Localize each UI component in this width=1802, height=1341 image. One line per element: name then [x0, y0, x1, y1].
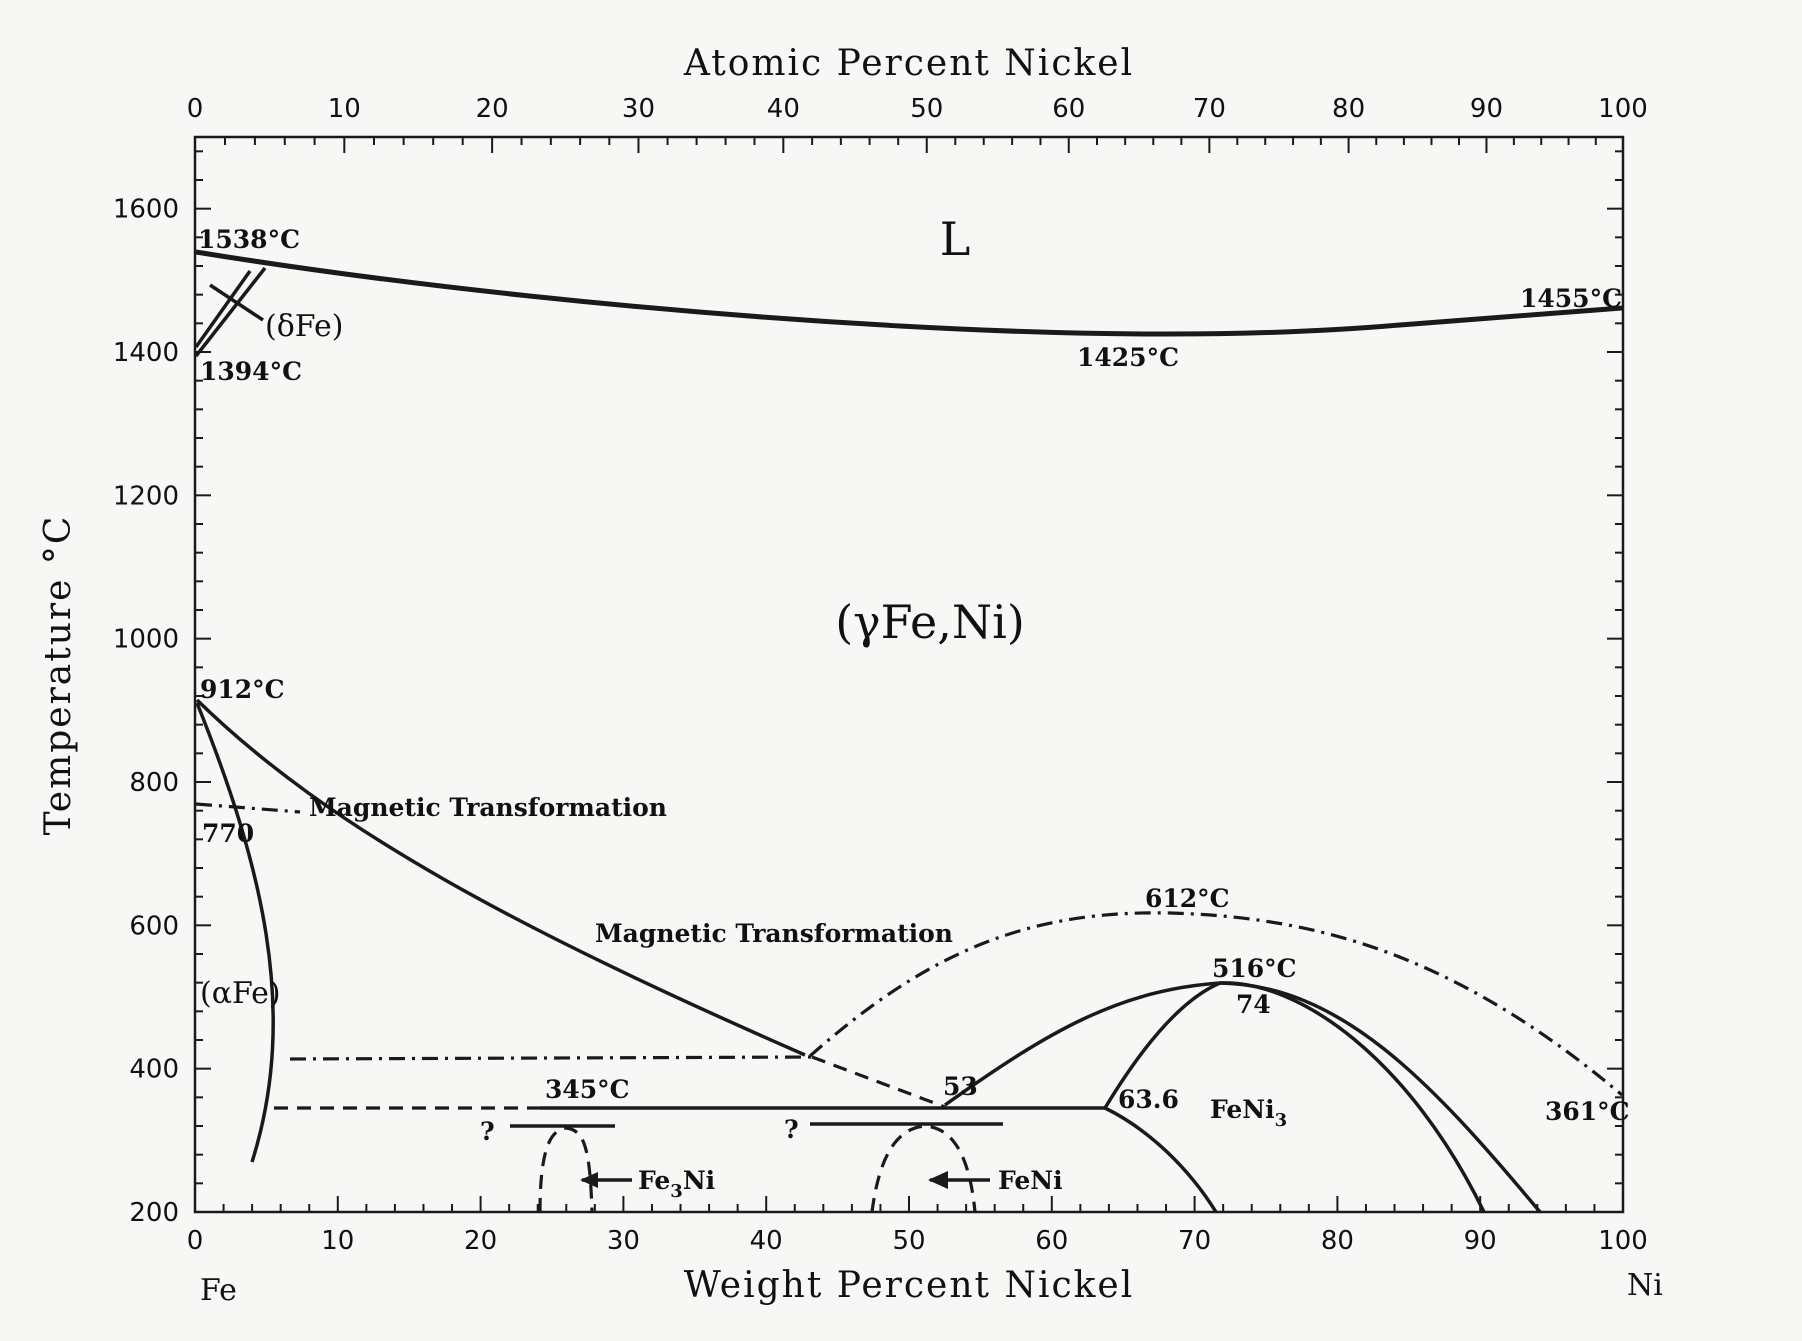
- alpha-curie-line: [289, 1055, 813, 1061]
- wt-tick-label: 50: [892, 1226, 925, 1256]
- wt-tick-label: 10: [321, 1226, 354, 1256]
- magnetic-transformation-label-1: Magnetic Transformation: [309, 793, 667, 822]
- at-tick-label: 50: [910, 94, 943, 124]
- weight-percent-title: Weight Percent Nickel: [684, 1265, 1135, 1306]
- liquidus-curve: [195, 249, 1623, 337]
- wt-tick-label: 0: [187, 1226, 204, 1256]
- fe-end-label: Fe: [200, 1273, 237, 1308]
- feni-arrowhead: [928, 1171, 948, 1189]
- label-912: 912°C: [200, 675, 285, 704]
- alpha-solvus: [195, 702, 275, 1163]
- t-tick-label: 1400: [113, 338, 179, 368]
- label-516: 516°C: [1212, 954, 1297, 983]
- wt-tick-label: 90: [1464, 1226, 1497, 1256]
- atomic-percent-title: Atomic Percent Nickel: [683, 43, 1134, 84]
- at-tick-label: 70: [1193, 94, 1226, 124]
- label-53: 53: [943, 1072, 978, 1101]
- wt-tick-label: 30: [607, 1226, 640, 1256]
- t-tick-label: 600: [129, 911, 179, 941]
- t-tick-label: 1200: [113, 481, 179, 511]
- fe3ni-dome: [538, 1126, 594, 1213]
- t-tick-label: 400: [129, 1055, 179, 1085]
- at-tick-label: 20: [476, 94, 509, 124]
- fe3ni-label: Fe3Ni: [638, 1166, 715, 1202]
- liquid-phase-label: L: [940, 212, 971, 266]
- gamma-phase-label: (γFe,Ni): [835, 595, 1025, 649]
- t-tick-label: 1000: [113, 625, 179, 655]
- t-tick-label: 800: [129, 768, 179, 798]
- at-tick-label: 60: [1052, 94, 1085, 124]
- wt-tick-label: 60: [1035, 1226, 1068, 1256]
- curie-dome: [808, 911, 1624, 1097]
- delta-phase-label: (δFe): [265, 309, 343, 344]
- wt-tick-label: 100: [1598, 1226, 1648, 1256]
- wt-tick-label: 80: [1321, 1226, 1354, 1256]
- label-1455: 1455°C: [1520, 284, 1622, 313]
- magnetic-transformation-label-2: Magnetic Transformation: [595, 919, 953, 948]
- wt-tick-label: 20: [464, 1226, 497, 1256]
- at-tick-label: 0: [187, 94, 204, 124]
- feni-label: FeNi: [998, 1166, 1063, 1195]
- alpha-phase-label: (αFe): [200, 976, 281, 1011]
- wt-tick-label: 70: [1178, 1226, 1211, 1256]
- feni3-lower-left: [1104, 1106, 1218, 1213]
- label-345: 345°C: [545, 1075, 630, 1104]
- label-361: 361°C: [1545, 1097, 1630, 1126]
- ni-end-label: Ni: [1627, 1268, 1663, 1303]
- delta-fe-boundary-1: [194, 266, 267, 358]
- label-1538: 1538°C: [198, 225, 300, 254]
- feni-dome: [870, 1124, 977, 1213]
- at-tick-label: 100: [1598, 94, 1648, 124]
- label-1394: 1394°C: [200, 357, 302, 386]
- at-tick-label: 10: [328, 94, 361, 124]
- at-tick-label: 40: [767, 94, 800, 124]
- fe3ni-arrowhead: [580, 1172, 598, 1188]
- t-tick-label: 200: [129, 1198, 179, 1228]
- t-tick-label: 1600: [113, 195, 179, 225]
- label-1425: 1425°C: [1077, 343, 1179, 372]
- fe-curie-line: [195, 802, 301, 814]
- label-63-6: 63.6: [1118, 1085, 1179, 1114]
- at-tick-label: 90: [1470, 94, 1503, 124]
- plot-frame: [193, 135, 1625, 1214]
- feni3-left-boundary: [943, 981, 1221, 1107]
- gamma-alpha-boundary: [195, 698, 806, 1057]
- label-74: 74: [1236, 990, 1271, 1019]
- question-mark-2: ?: [784, 1115, 799, 1144]
- question-mark-1: ?: [480, 1117, 495, 1146]
- feni3-label: FeNi3: [1210, 1095, 1287, 1131]
- delta-fe-boundary-2: [194, 269, 252, 349]
- temperature-title: Temperature °C: [38, 515, 79, 836]
- axis-ticks: [194, 137, 1624, 1213]
- at-tick-label: 30: [622, 94, 655, 124]
- wt-tick-label: 40: [750, 1226, 783, 1256]
- metastable-extension: [811, 1055, 946, 1109]
- feni3-phase-boundary-2: [1219, 981, 1486, 1213]
- axis-tick-labels: 0 10 20 30 40 50 60 70 80 90 1000 10 20 30 40 50 60 70 80 9…: [113, 94, 1648, 1256]
- label-612: 612°C: [1145, 884, 1230, 913]
- delta-fe-leader: [209, 283, 264, 322]
- label-770: 770: [202, 819, 254, 848]
- at-tick-label: 80: [1332, 94, 1365, 124]
